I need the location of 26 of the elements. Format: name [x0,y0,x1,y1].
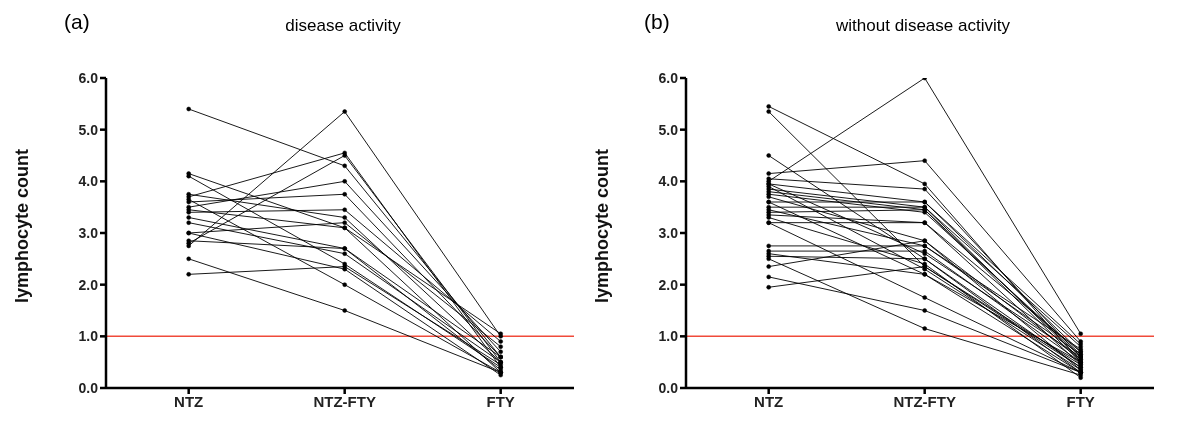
y-tick-label: 5.0 [78,121,99,138]
y-tick-label: 6.0 [78,69,99,86]
x-tick-label: NTZ-FTY [313,392,376,410]
y-tick-label: 1.0 [658,328,679,345]
text: (b) [644,10,670,34]
x-tick-label: NTZ-FTY [893,392,956,410]
y-axis-title: lymphocyte count [12,148,33,303]
y-tick-label: 3.0 [78,224,99,241]
x-tick-label: NTZ [754,392,784,410]
chart-title: disease activity [284,16,402,36]
x-tick-label: FTY [486,392,515,410]
y-tick-label: 0.0 [78,379,99,396]
y-tick-label: 4.0 [658,173,679,190]
y-tick-label: 1.0 [78,328,99,345]
chart-title: without disease activity [835,16,1011,36]
y-tick-label: 6.0 [658,69,679,86]
y-tick-label: 2.0 [78,276,99,293]
y-tick-label: 3.0 [658,224,679,241]
text: (a) [64,10,90,34]
y-tick-label: 4.0 [78,173,99,190]
y-tick-label: 2.0 [658,276,679,293]
y-tick-label: 0.0 [658,379,679,396]
y-axis-title: lymphocyte count [592,148,613,303]
y-tick-label: 5.0 [658,121,679,138]
x-tick-label: FTY [1066,392,1095,410]
x-tick-label: NTZ [174,392,204,410]
